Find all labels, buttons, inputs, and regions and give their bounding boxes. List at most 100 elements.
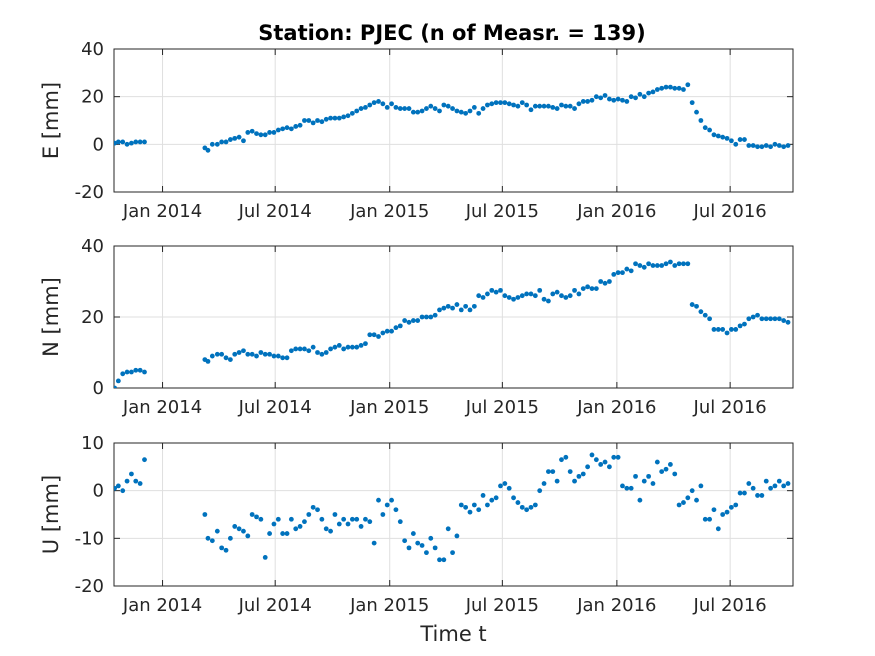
data-point <box>646 473 652 479</box>
data-point <box>646 261 652 267</box>
data-point <box>310 344 316 350</box>
data-point <box>580 471 586 477</box>
data-point <box>406 106 412 111</box>
data-point <box>707 316 713 322</box>
data-point <box>585 284 591 290</box>
data-point <box>267 351 272 357</box>
data-point <box>589 452 595 458</box>
data-point <box>275 516 281 522</box>
data-point <box>689 488 695 494</box>
data-point <box>441 557 447 563</box>
data-point <box>763 143 769 148</box>
data-point <box>319 516 325 522</box>
data-point <box>384 328 390 334</box>
data-point <box>406 319 412 325</box>
data-point <box>323 116 329 122</box>
data-point <box>715 327 721 332</box>
data-point <box>785 143 791 148</box>
data-point <box>694 497 699 503</box>
data-point <box>393 325 399 331</box>
data-point <box>471 303 477 309</box>
data-point <box>450 550 455 556</box>
data-point <box>227 357 233 362</box>
data-point <box>654 87 660 92</box>
data-point <box>737 137 743 142</box>
y-tick-label: 40 <box>81 39 104 60</box>
y-axis-label: U [mm] <box>39 475 63 554</box>
data-point <box>249 351 255 357</box>
data-point <box>689 100 695 106</box>
data-point <box>611 454 617 460</box>
data-point <box>567 293 573 299</box>
data-point <box>358 343 364 348</box>
data-point <box>493 495 499 501</box>
data-point <box>772 483 778 489</box>
data-point <box>223 139 229 145</box>
data-point <box>720 512 726 517</box>
data-point <box>205 358 211 364</box>
data-point <box>685 261 691 267</box>
data-point <box>563 103 569 109</box>
data-point <box>733 327 739 332</box>
data-point <box>750 314 756 320</box>
data-point <box>755 144 760 150</box>
data-point <box>602 280 608 286</box>
data-point <box>458 502 464 508</box>
data-point <box>415 540 421 546</box>
data-point <box>463 504 469 510</box>
data-point <box>502 481 508 486</box>
data-point <box>293 124 299 129</box>
data-point <box>419 543 425 548</box>
data-point <box>728 138 734 144</box>
data-point <box>450 106 455 111</box>
data-point <box>476 293 482 299</box>
data-point <box>124 369 130 375</box>
data-point <box>241 528 246 534</box>
data-point <box>676 85 682 91</box>
data-point <box>541 296 547 302</box>
data-point <box>607 279 612 284</box>
data-point <box>376 334 381 339</box>
data-point <box>724 135 730 141</box>
data-point <box>628 268 634 274</box>
data-point <box>249 128 255 134</box>
data-point <box>607 96 612 102</box>
data-point <box>667 462 673 467</box>
data-point <box>742 321 747 327</box>
x-tick-label: Jan 2014 <box>122 595 202 616</box>
data-point <box>580 99 586 104</box>
data-point <box>406 545 412 551</box>
data-point <box>702 125 708 131</box>
data-point <box>715 526 721 532</box>
data-point <box>576 291 582 297</box>
data-point <box>676 261 682 267</box>
data-point <box>711 132 717 138</box>
data-point <box>489 497 495 503</box>
data-point <box>781 144 787 150</box>
data-point <box>550 469 556 474</box>
data-point <box>742 490 747 496</box>
x-tick-label: Jan 2015 <box>349 595 429 616</box>
data-point <box>214 528 220 534</box>
data-point <box>458 307 464 313</box>
x-tick-label: Jul 2016 <box>693 397 767 418</box>
data-point <box>302 118 307 123</box>
data-point <box>120 371 126 377</box>
data-point <box>641 94 647 100</box>
data-point <box>611 272 617 277</box>
data-point <box>768 144 773 150</box>
data-point <box>219 351 225 357</box>
data-point <box>437 557 442 563</box>
data-point <box>245 130 251 135</box>
panel-up: Jan 2014 Jul 2014 Jan 2015 Jul 2015 Jan 2016… <box>39 433 794 646</box>
data-point <box>415 318 421 323</box>
data-point <box>489 287 495 293</box>
data-point <box>209 538 215 544</box>
data-point <box>689 302 695 307</box>
data-point <box>746 481 752 486</box>
data-point <box>319 351 325 357</box>
data-point <box>227 137 233 142</box>
data-point <box>410 318 416 323</box>
data-point <box>511 296 516 302</box>
